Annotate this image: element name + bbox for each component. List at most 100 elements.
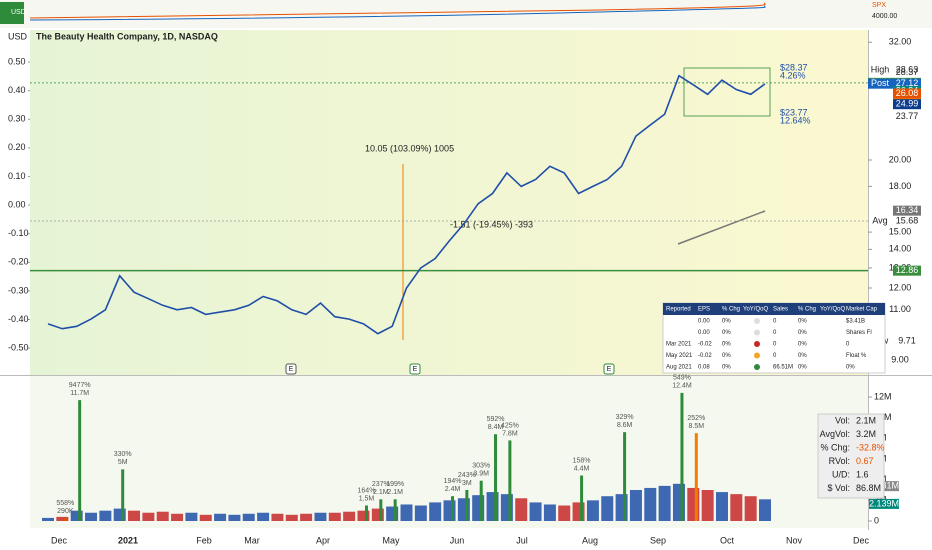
chart-title: The Beauty Health Company, 1D, NASDAQ: [36, 31, 218, 41]
price-label: 28.37: [896, 67, 919, 77]
table-icon: [754, 341, 760, 347]
table-cell: 0%: [798, 319, 807, 325]
table-cell: Aug 2021: [666, 365, 692, 371]
x-tick-label: Sep: [650, 535, 666, 545]
spike-label: 1.5M: [359, 495, 375, 502]
spike-label: 8.5M: [689, 423, 705, 430]
y-tick-label: 20.00: [889, 154, 912, 164]
spike-pct: 329%: [616, 414, 634, 421]
volume-spike: [78, 400, 82, 521]
volume-spike: [364, 505, 368, 521]
table-cell: 0.00: [698, 330, 710, 336]
volume-spike: [465, 490, 469, 521]
spike-label: 8.4M: [488, 424, 504, 431]
volume-bar: [328, 512, 341, 521]
spike-pct: 9477%: [69, 382, 91, 389]
spike-pct: 194%: [444, 478, 462, 485]
spike-label: 8.6M: [617, 422, 633, 429]
price-tag: High: [871, 64, 890, 74]
earnings-marker-box: [409, 363, 421, 375]
table-cell: -0.02: [698, 353, 712, 359]
earnings-marker: E: [607, 366, 612, 373]
stat-value: 2.1M: [856, 415, 876, 425]
trend-line: [677, 210, 766, 245]
table-icon: [754, 352, 760, 359]
table-header: Sales: [773, 307, 788, 313]
volume-spike: [63, 518, 67, 521]
volume-bar: [242, 513, 255, 521]
volume-bar: [658, 485, 671, 521]
table-cell: 0%: [722, 365, 731, 371]
volume-bar: [70, 510, 83, 521]
y-tick-label: 32.00: [889, 37, 912, 47]
volume-axis-label: 2.139M: [869, 498, 899, 508]
stat-name: Vol:: [835, 415, 850, 425]
earnings-marker: E: [289, 366, 294, 373]
volume-bar: [171, 513, 184, 521]
eps-tick-label: 0.00: [8, 199, 26, 209]
stat-name: $ Vol:: [827, 483, 850, 493]
price-label-box: [893, 78, 921, 89]
y-tick-label: 14.00: [889, 244, 912, 254]
volume-bar: [715, 492, 728, 521]
range-box: [683, 67, 771, 117]
volume-bar: [701, 490, 714, 521]
table-cell: 0%: [798, 342, 807, 348]
price-label: 23.77: [896, 111, 919, 121]
x-tick-label: May: [382, 535, 400, 545]
spike-pct: 330%: [114, 451, 132, 458]
table-cell: 0%: [798, 365, 807, 371]
table-cell: 66.51M: [773, 365, 793, 371]
volume-spike: [479, 480, 483, 521]
stat-value: 86.8M: [856, 483, 881, 493]
price-label: 27.12: [896, 78, 919, 88]
eps-tick-label: -0.20: [8, 257, 29, 267]
annotation: 10.05 (103.09%) 1005: [365, 143, 454, 153]
volume-bar: [228, 514, 241, 521]
spike-label: 12.4M: [672, 383, 692, 390]
table-cell: 0: [773, 342, 777, 348]
volume-bar: [629, 490, 642, 521]
table-header-bg: [663, 303, 885, 315]
table-cell: May 2021: [666, 353, 693, 359]
x-tick-label: 2021: [118, 535, 138, 545]
stat-name: % Chg:: [820, 442, 850, 452]
table-cell: 0: [773, 353, 777, 359]
table-cell: 0%: [722, 330, 731, 336]
volume-bar: [601, 496, 614, 521]
table-header: YoY/QoQ: [820, 307, 845, 313]
volume-bar: [257, 512, 270, 521]
stat-value: 1.6: [856, 469, 869, 479]
spike-label: 290K: [57, 508, 74, 515]
eps-tick-label: -0.10: [8, 228, 29, 238]
table-cell: $3.41B: [846, 319, 865, 325]
volume-bar: [199, 514, 212, 521]
table-cell: 0%: [722, 319, 731, 325]
y-tick-label: 12.00: [889, 282, 912, 292]
x-tick-label: Jul: [516, 535, 528, 545]
price-label-box: [893, 265, 921, 276]
price-label-box: [893, 205, 921, 216]
x-tick-label: Oct: [720, 535, 735, 545]
volume-spike: [393, 499, 397, 521]
spike-pct: 303%: [472, 463, 490, 470]
x-tick-label: Dec: [51, 535, 68, 545]
spike-label: 4.4M: [574, 465, 590, 472]
top-strip-line: [29, 2, 766, 19]
spike-pct: 199%: [386, 481, 404, 488]
spike-pct: 425%: [501, 422, 519, 429]
spike-pct: 252%: [687, 415, 705, 422]
spike-label: 7.8M: [502, 430, 518, 437]
volume-spike: [494, 434, 498, 521]
eps-tick-label: 0.30: [8, 114, 26, 124]
table-header: Market Cap: [846, 307, 878, 313]
top-symbol: SPX: [872, 2, 886, 9]
x-tick-label: Dec: [853, 535, 870, 545]
x-tick-label: Feb: [196, 535, 212, 545]
table-header: YoY/QoQ: [743, 307, 768, 313]
stats-box: [817, 413, 885, 499]
volume-tick-label: 0: [874, 515, 879, 525]
x-tick-label: Jun: [450, 535, 465, 545]
spike-pct: 243%: [458, 472, 476, 479]
